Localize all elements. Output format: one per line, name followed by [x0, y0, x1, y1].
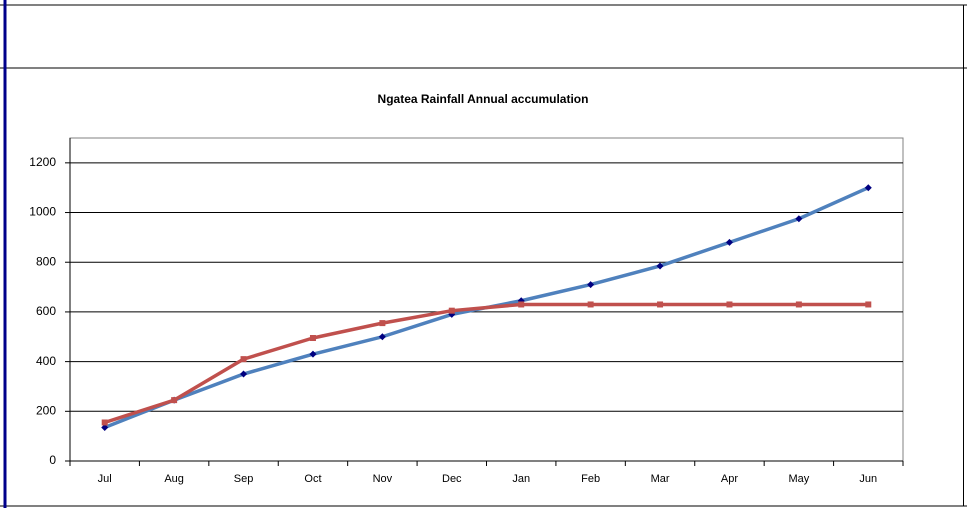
y-tick-label: 1200: [29, 155, 56, 169]
x-tick-label: Dec: [442, 473, 462, 485]
data-point: [795, 215, 803, 223]
data-point: [309, 335, 316, 342]
x-tick-label: May: [788, 473, 809, 485]
data-point: [448, 307, 455, 314]
data-point: [725, 238, 733, 246]
data-point: [171, 397, 178, 404]
y-tick-label: 1000: [29, 205, 56, 219]
x-tick-label: Feb: [581, 473, 600, 485]
data-point: [656, 262, 664, 270]
data-point: [518, 301, 525, 308]
data-point: [865, 301, 872, 308]
x-tick-label: Jul: [98, 473, 112, 485]
data-point: [378, 333, 386, 341]
x-tick-label: Aug: [164, 473, 184, 485]
data-point: [240, 370, 248, 378]
data-point: [726, 301, 733, 308]
y-tick-label: 0: [49, 453, 56, 467]
x-tick-label: Mar: [651, 473, 670, 485]
x-tick-label: Oct: [304, 473, 321, 485]
data-point: [587, 301, 594, 308]
data-point: [864, 184, 872, 192]
data-point: [657, 301, 664, 308]
data-point: [587, 281, 595, 289]
data-point: [240, 356, 247, 363]
data-point: [101, 423, 109, 431]
x-tick-label: Jun: [859, 473, 877, 485]
data-point: [101, 419, 108, 426]
y-tick-label: 200: [36, 403, 56, 417]
x-tick-label: Sep: [234, 473, 254, 485]
data-point: [309, 350, 317, 358]
chart-title: Ngatea Rainfall Annual accumulation: [378, 92, 589, 106]
x-tick-label: Apr: [721, 473, 738, 485]
x-tick-label: Jan: [512, 473, 530, 485]
data-point: [379, 320, 386, 327]
plot-area: [69, 137, 904, 462]
series-line: [104, 302, 869, 425]
y-tick-label: 600: [36, 304, 56, 318]
x-tick-label: Nov: [373, 473, 393, 485]
y-tick-label: 400: [36, 354, 56, 368]
data-point: [795, 301, 802, 308]
y-tick-label: 800: [36, 254, 56, 268]
